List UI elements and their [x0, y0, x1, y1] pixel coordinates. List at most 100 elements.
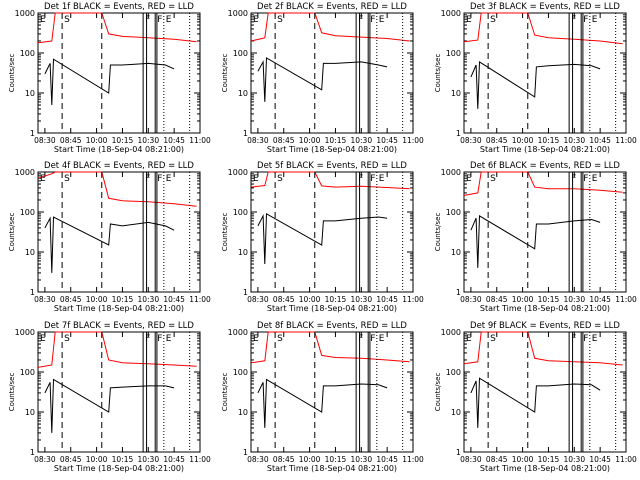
x-tick-label: 08:30	[247, 295, 269, 304]
x-tick-label: 10:45	[163, 295, 185, 304]
y-axis-label: Counts/sec	[8, 213, 16, 252]
event-marker-label: F	[157, 174, 162, 184]
y-tick-label: 1	[456, 448, 461, 457]
detector-panel: Det 7f BLACK = Events, RED = LLD 1 10 100 10…	[8, 321, 211, 473]
x-tick-label: 08:30	[460, 136, 482, 145]
x-tick-label: 10:30	[137, 455, 159, 464]
y-tick-label: 1	[243, 288, 248, 297]
panel-title: Det 8f BLACK = Events, RED = LLD	[257, 321, 407, 331]
x-tick-label: 10:45	[376, 295, 398, 304]
event-marker-label: F	[370, 334, 375, 344]
event-marker-label: E	[166, 174, 172, 184]
x-tick-label: 08:45	[486, 136, 508, 145]
y-tick-label: 10	[238, 89, 248, 98]
x-tick-label: 08:30	[34, 455, 56, 464]
x-tick-label: 11:00	[189, 455, 211, 464]
x-tick-label: 08:45	[273, 295, 295, 304]
lld-series-line	[37, 331, 197, 368]
detector-panel: Det 4f BLACK = Events, RED = LLD 1 10 100 10…	[8, 161, 211, 313]
detector-panel: Det 9f BLACK = Events, RED = LLD 1 10 100 10…	[434, 321, 637, 473]
y-tick-label: 10	[238, 248, 248, 257]
event-marker-label: F	[571, 15, 576, 25]
x-axis-label: Start Time (18-Sep-04 08:21:00)	[54, 304, 184, 313]
lld-series-line	[37, 12, 197, 44]
x-tick-label: 10:15	[325, 136, 347, 145]
event-marker-label: S	[490, 334, 496, 344]
x-tick-label: 11:00	[615, 455, 637, 464]
x-tick-label: 10:30	[137, 136, 159, 145]
event-marker-label: F	[145, 174, 150, 184]
x-tick-label: 10:15	[538, 295, 560, 304]
x-tick-label: 08:45	[60, 455, 82, 464]
event-marker-label: E	[379, 174, 385, 184]
y-tick-label: 10	[451, 248, 461, 257]
panel-title: Det 4f BLACK = Events, RED = LLD	[44, 161, 194, 171]
x-tick-label: 08:45	[273, 455, 295, 464]
event-marker-label: F	[157, 15, 162, 25]
event-marker-label: E	[166, 15, 172, 25]
event-marker-label: F	[145, 334, 150, 344]
y-tick-label: 100	[446, 49, 461, 58]
detector-panel: Det 5f BLACK = Events, RED = LLD 1 10 100 10…	[221, 161, 424, 313]
x-tick-label: 08:45	[486, 295, 508, 304]
y-tick-label: 1000	[228, 168, 248, 177]
x-tick-label: 10:00	[299, 136, 321, 145]
panel-title: Det 9f BLACK = Events, RED = LLD	[470, 321, 620, 331]
y-tick-label: 1000	[15, 168, 35, 177]
x-axis-label: Start Time (18-Sep-04 08:21:00)	[267, 145, 397, 154]
y-tick-label: 100	[233, 208, 248, 217]
event-marker-label: S	[277, 15, 283, 25]
y-tick-label: 1	[456, 288, 461, 297]
x-tick-label: 10:00	[299, 295, 321, 304]
event-marker-label: S	[64, 15, 70, 25]
event-marker-label: F	[145, 15, 150, 25]
y-tick-label: 1	[243, 448, 248, 457]
x-tick-label: 10:15	[112, 455, 134, 464]
lld-series-line	[250, 12, 410, 42]
x-tick-label: 10:00	[512, 455, 534, 464]
x-tick-label: 11:00	[402, 136, 424, 145]
event-marker-label: F	[358, 15, 363, 25]
y-tick-label: 10	[25, 408, 35, 417]
y-tick-label: 1	[30, 448, 35, 457]
detector-panel: Det 1f BLACK = Events, RED = LLD 1 10 100 10…	[8, 2, 211, 154]
event-marker-label: F	[571, 334, 576, 344]
x-tick-label: 10:30	[137, 295, 159, 304]
x-tick-label: 08:30	[460, 295, 482, 304]
event-marker-label: F	[583, 334, 588, 344]
y-tick-label: 100	[446, 368, 461, 377]
event-marker-label: S	[277, 174, 283, 184]
event-marker-label: S	[490, 174, 496, 184]
y-tick-label: 100	[446, 208, 461, 217]
event-marker-label: F	[358, 174, 363, 184]
panel-title: Det 7f BLACK = Events, RED = LLD	[44, 321, 194, 331]
event-marker-label: S	[64, 334, 70, 344]
event-marker-label: S	[64, 174, 70, 184]
y-tick-label: 1000	[441, 328, 461, 337]
event-marker-label: E	[379, 334, 385, 344]
y-tick-label: 10	[25, 248, 35, 257]
x-tick-label: 08:45	[60, 136, 82, 145]
lld-series-line	[463, 331, 623, 366]
x-tick-label: 10:30	[563, 136, 585, 145]
x-tick-label: 08:30	[34, 295, 56, 304]
y-tick-label: 1000	[228, 328, 248, 337]
x-tick-label: 08:30	[34, 136, 56, 145]
x-axis-label: Start Time (18-Sep-04 08:21:00)	[54, 464, 184, 473]
event-marker-label: E	[40, 174, 46, 184]
x-tick-label: 10:15	[538, 136, 560, 145]
x-axis-label: Start Time (18-Sep-04 08:21:00)	[267, 464, 397, 473]
y-tick-label: 1000	[15, 328, 35, 337]
panel-title: Det 5f BLACK = Events, RED = LLD	[257, 161, 407, 171]
event-marker-label: E	[466, 174, 472, 184]
x-tick-label: 10:45	[163, 455, 185, 464]
event-marker-label: E	[592, 334, 598, 344]
x-tick-label: 10:45	[163, 136, 185, 145]
y-tick-label: 10	[25, 89, 35, 98]
y-tick-label: 1	[30, 129, 35, 138]
x-tick-label: 11:00	[189, 136, 211, 145]
y-tick-label: 10	[451, 408, 461, 417]
event-marker-label: F	[571, 174, 576, 184]
y-tick-label: 1000	[441, 168, 461, 177]
detector-panel: Det 2f BLACK = Events, RED = LLD 1 10 100 10…	[221, 2, 424, 154]
